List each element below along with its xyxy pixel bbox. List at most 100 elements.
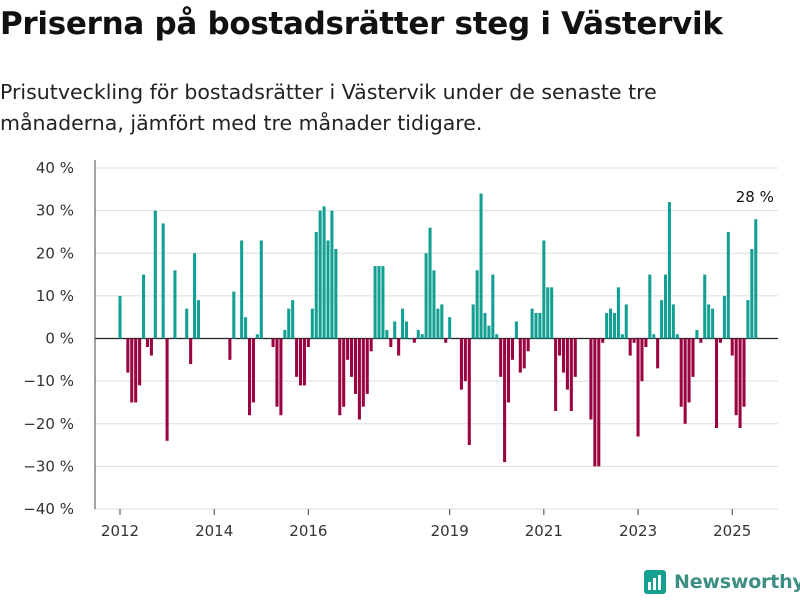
bar (628, 338, 632, 356)
bar-chart: 40 % 30 % 20 % 10 % 0 % −10 % −20 % −30 % −40 % 2… (23, 159, 778, 540)
bar (138, 338, 142, 386)
bar (750, 248, 754, 339)
bar (251, 338, 255, 403)
bar (381, 266, 385, 339)
bar (424, 253, 428, 339)
bar (620, 334, 624, 339)
bar (565, 338, 569, 390)
bar (428, 227, 432, 339)
bar (283, 329, 287, 339)
bar (295, 338, 299, 377)
x-tick-label: 2016 (289, 522, 327, 540)
bar (538, 312, 542, 339)
bar (726, 231, 730, 339)
bar (542, 240, 546, 339)
bar (722, 295, 726, 339)
bar (699, 338, 703, 343)
bar (334, 248, 338, 339)
bar (718, 338, 722, 343)
bar (609, 308, 613, 339)
bar (648, 274, 652, 339)
bar (624, 304, 628, 339)
bar (385, 329, 389, 339)
bar (546, 287, 550, 339)
bar (483, 312, 487, 339)
bar (550, 287, 554, 339)
x-tick-label: 2014 (195, 522, 233, 540)
bar (444, 338, 448, 343)
bar (734, 338, 738, 416)
bar (255, 334, 259, 339)
brand-name: Newsworthy (674, 571, 800, 593)
bar (742, 338, 746, 407)
bar (612, 312, 617, 339)
bar (247, 338, 252, 416)
bar (193, 253, 197, 339)
y-tick-label: 30 % (36, 202, 74, 220)
bar (322, 206, 326, 339)
bar (240, 240, 244, 339)
y-tick-label: −40 % (23, 500, 74, 518)
bar (161, 223, 165, 339)
bar (365, 338, 369, 394)
bar (506, 338, 511, 403)
bar (291, 300, 295, 339)
bar (275, 338, 279, 407)
bar (393, 321, 397, 339)
bar (342, 338, 346, 407)
bar (714, 338, 719, 429)
bar (695, 329, 699, 339)
bar (271, 338, 275, 348)
bar (173, 270, 177, 339)
bar (510, 338, 514, 360)
bar (436, 308, 440, 339)
bar (244, 317, 248, 339)
bar (232, 291, 236, 339)
bar (357, 338, 361, 420)
bar (318, 210, 322, 339)
bar (134, 338, 138, 403)
bar (660, 300, 664, 339)
bar (554, 338, 558, 411)
bar (746, 300, 750, 339)
bar (526, 338, 530, 352)
bar (130, 338, 134, 403)
y-tick-label: −30 % (23, 457, 74, 475)
bar (679, 338, 683, 407)
bar (683, 338, 687, 424)
bar (707, 304, 711, 339)
bar (298, 338, 303, 386)
latest-value-annotation: 28 % (736, 188, 774, 206)
bar (142, 274, 146, 339)
bar (145, 338, 150, 348)
bar (495, 334, 499, 339)
bar (616, 287, 620, 339)
bar (228, 338, 232, 360)
bar (310, 308, 314, 339)
bar (196, 300, 201, 339)
bar (448, 317, 452, 339)
bar (558, 338, 562, 356)
bar (491, 274, 495, 339)
axes: 40 % 30 % 20 % 10 % 0 % −10 % −20 % −30 % −40 % 2… (23, 159, 751, 540)
bar (467, 338, 471, 446)
bar (432, 270, 436, 339)
bar (530, 308, 534, 339)
bar (185, 308, 189, 339)
bar (561, 338, 566, 373)
bar (754, 219, 758, 339)
bar (534, 312, 538, 339)
bar (605, 312, 609, 339)
bar (369, 338, 373, 352)
bar (632, 338, 636, 343)
bar (738, 338, 742, 429)
bar (573, 338, 577, 377)
newsworthy-logo: Newsworthy (644, 570, 800, 594)
y-tick-label: 10 % (36, 287, 74, 305)
bar (475, 270, 479, 339)
bar (404, 321, 409, 339)
bar (479, 193, 483, 339)
bar (703, 274, 707, 339)
bar (346, 338, 350, 360)
bar (730, 338, 734, 356)
